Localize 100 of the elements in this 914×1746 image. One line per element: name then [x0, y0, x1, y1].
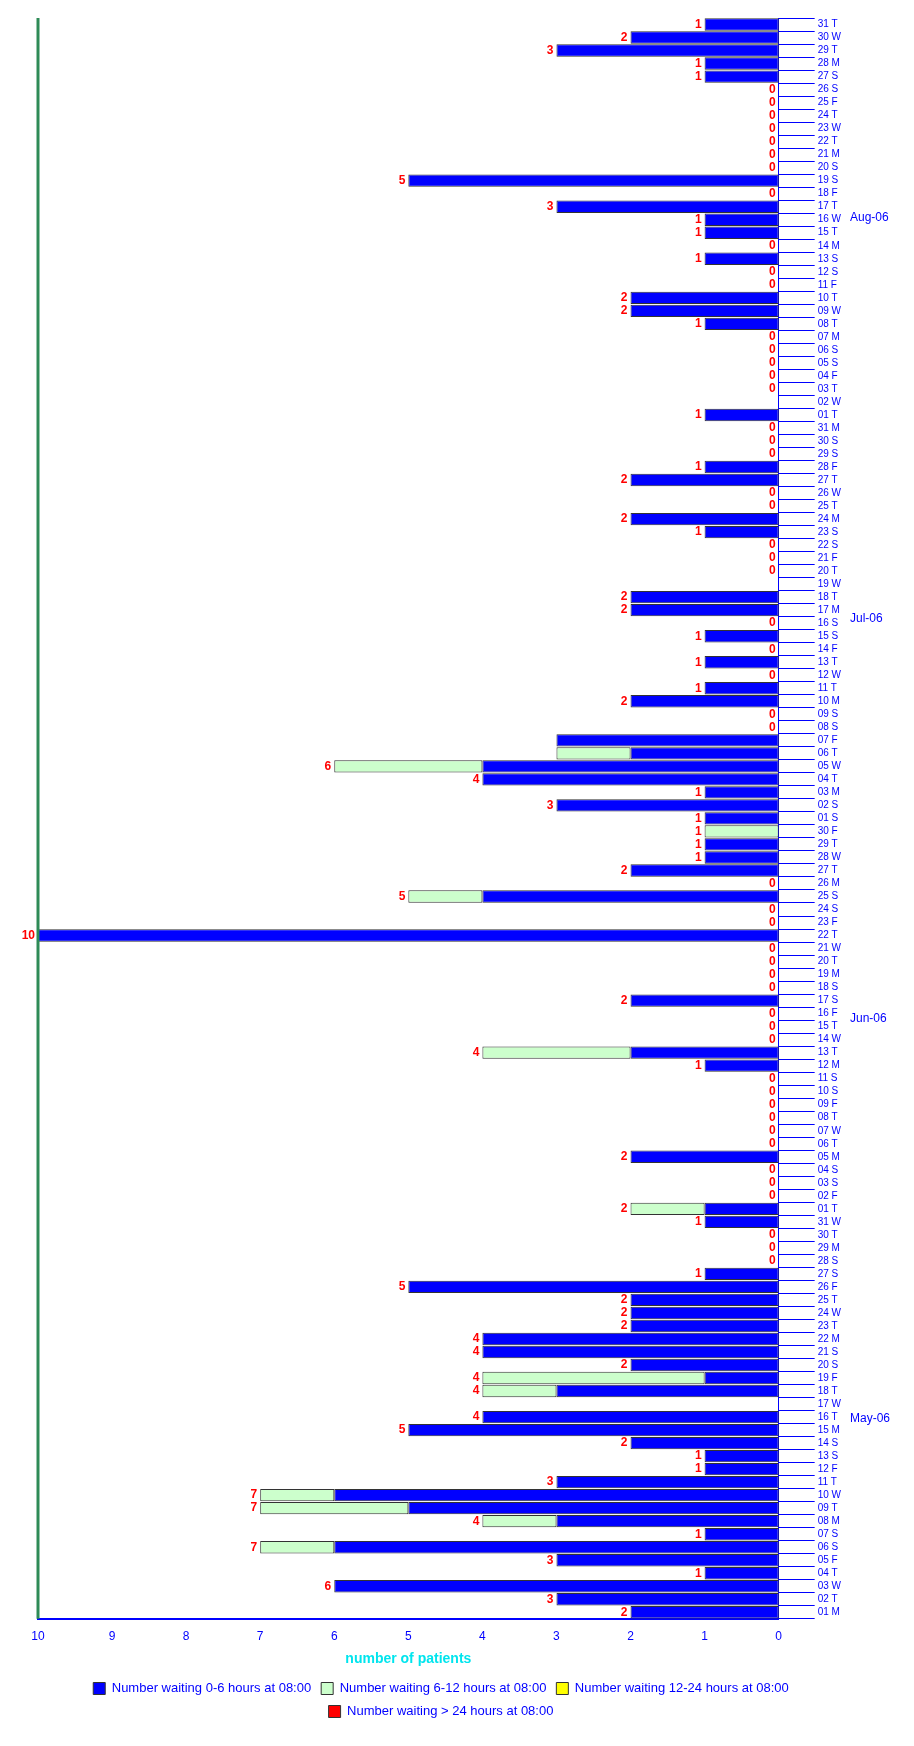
total-label: 0	[768, 342, 776, 357]
y-tick-label: 11 F	[817, 278, 837, 290]
y-tick-label: 18 S	[817, 981, 839, 993]
x-tick-label: 1	[701, 1629, 709, 1644]
total-label: 1	[694, 1448, 702, 1463]
total-label: 0	[768, 1188, 776, 1203]
total-label: 0	[768, 1136, 776, 1151]
total-label: 1	[694, 836, 702, 851]
x-tick-label: 5	[404, 1629, 412, 1644]
y-tick-label: 10 W	[817, 1488, 842, 1500]
y-tick-label: 14 F	[817, 642, 838, 654]
total-label: 0	[768, 979, 776, 994]
y-tick-label: 21 W	[817, 942, 842, 954]
y-tick-label: 14 W	[817, 1033, 842, 1045]
y-tick-label: 19 M	[817, 968, 840, 980]
total-label: 4	[472, 1044, 480, 1059]
total-label: 1	[694, 1266, 702, 1281]
total-label: 6	[324, 758, 332, 773]
total-label: 6	[324, 1578, 332, 1593]
y-tick-label: 09 T	[817, 1501, 838, 1513]
y-tick-label: 25 F	[817, 96, 838, 108]
y-tick-label: 10 S	[817, 1085, 839, 1097]
total-label: 2	[620, 1201, 628, 1216]
total-label: 0	[768, 355, 776, 370]
total-label: 4	[472, 1370, 480, 1385]
total-label: 1	[694, 459, 702, 474]
y-tick-label: 28 W	[817, 851, 842, 863]
total-label: 0	[768, 368, 776, 383]
y-tick-label: 21 M	[817, 148, 840, 160]
y-tick-label: 01 S	[817, 812, 839, 824]
total-label: 2	[620, 29, 628, 44]
total-label: 1	[694, 68, 702, 83]
total-label: 7	[250, 1487, 258, 1502]
total-label: 1	[694, 849, 702, 864]
total-label: 0	[768, 914, 776, 929]
y-tick-label: 05 M	[817, 1150, 840, 1162]
y-tick-label: 27 T	[817, 473, 838, 485]
total-label: 0	[768, 667, 776, 682]
total-label: 0	[768, 641, 776, 656]
total-label: 2	[620, 862, 628, 877]
total-label: 0	[768, 1110, 776, 1125]
y-tick-label: 16 W	[817, 213, 842, 225]
total-label: 1	[694, 680, 702, 695]
total-label: 0	[768, 420, 776, 435]
total-label: 3	[546, 42, 554, 57]
total-label: 2	[620, 1318, 628, 1333]
total-label: 2	[620, 589, 628, 604]
total-label: 0	[768, 940, 776, 955]
total-label: 0	[768, 1175, 776, 1190]
y-tick-label: 15 T	[817, 226, 838, 238]
total-label: 4	[472, 1513, 480, 1528]
total-label: 2	[620, 1149, 628, 1164]
total-label: 2	[620, 693, 628, 708]
y-tick-label: 19 S	[817, 174, 839, 186]
y-tick-label: 16 T	[817, 1410, 838, 1422]
total-label: 1	[694, 407, 702, 422]
total-label: 4	[472, 1383, 480, 1398]
total-label: 0	[768, 94, 776, 109]
total-label: 4	[472, 1331, 480, 1346]
total-label: 1	[694, 1526, 702, 1541]
total-label: 5	[398, 173, 406, 187]
y-tick-label: 08 T	[817, 317, 838, 329]
total-label: 5	[398, 1422, 406, 1437]
y-tick-label: 19 W	[817, 577, 842, 589]
y-tick-label: 22 T	[817, 135, 838, 147]
total-label: 3	[546, 199, 554, 214]
y-tick-label: 20 S	[817, 161, 839, 173]
y-tick-label: 13 T	[817, 655, 838, 667]
x-tick-label: 4	[479, 1629, 487, 1644]
total-label: 4	[472, 1344, 480, 1359]
total-label: 2	[620, 992, 628, 1007]
y-tick-label: 25 T	[817, 499, 838, 511]
y-tick-label: 26 M	[817, 877, 840, 889]
y-tick-label: 07 W	[817, 1124, 842, 1136]
y-tick-label: 14 S	[817, 1436, 839, 1448]
y-tick-label: 29 S	[817, 447, 839, 459]
y-tick-label: 26 F	[817, 1280, 838, 1292]
y-tick-label: 01 T	[817, 1202, 838, 1214]
total-label: 0	[768, 446, 776, 461]
y-tick-label: 02 S	[817, 799, 839, 811]
y-tick-label: 22 S	[817, 538, 839, 550]
total-label: 1	[694, 1057, 702, 1072]
total-label: 2	[620, 1305, 628, 1320]
x-tick-label: 8	[182, 1629, 190, 1644]
total-label: 1	[694, 55, 702, 70]
total-label: 0	[768, 238, 776, 253]
y-tick-label: 18 T	[817, 590, 838, 602]
total-label: 2	[620, 290, 628, 305]
y-tick-label: 31 T	[817, 18, 838, 30]
y-tick-label: 06 T	[817, 1137, 838, 1149]
total-label: 0	[768, 146, 776, 161]
y-tick-label: 16 F	[817, 1007, 838, 1019]
y-tick-label: 02 F	[817, 1189, 838, 1201]
y-tick-label: 26 W	[817, 486, 842, 498]
total-label: 5	[398, 1279, 406, 1294]
total-label: 5	[398, 888, 406, 903]
y-tick-label: 09 F	[817, 1098, 838, 1110]
text: Jul-06	[850, 610, 884, 625]
y-tick-label: 04 T	[817, 773, 838, 785]
total-label: 0	[768, 485, 776, 500]
